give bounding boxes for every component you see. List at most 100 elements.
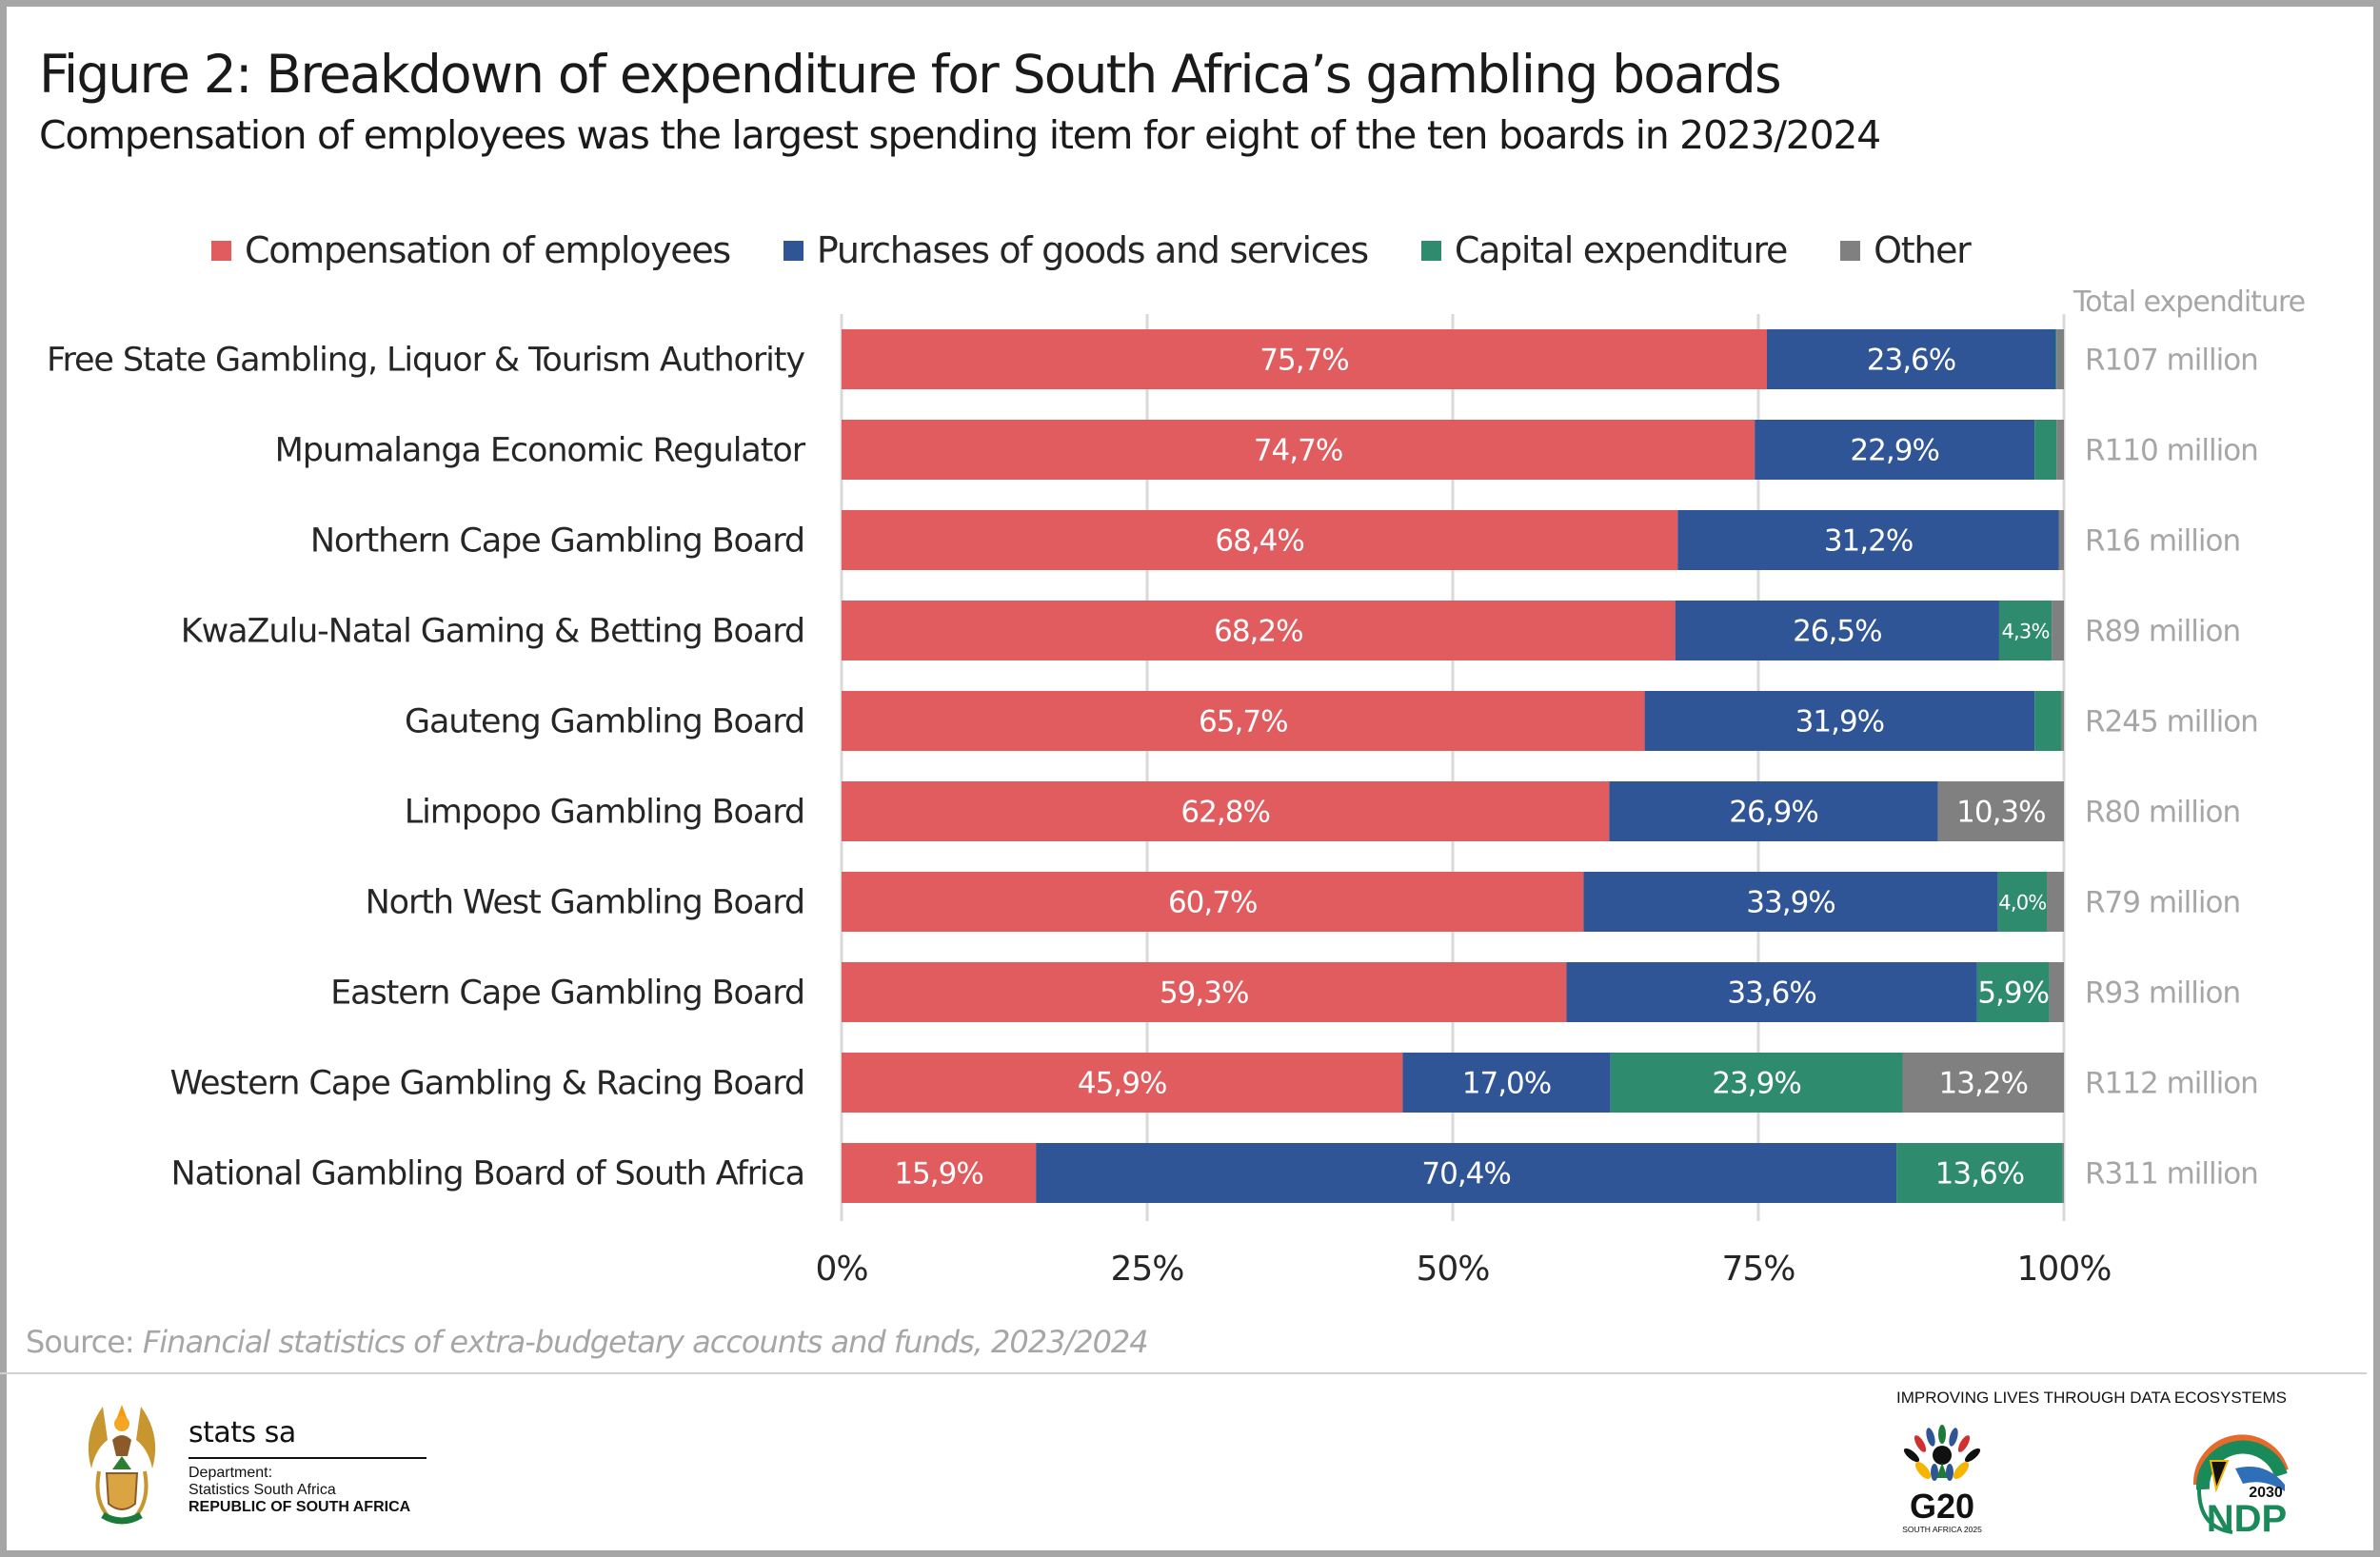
data-label: 10,3%	[1956, 796, 2045, 830]
legend-swatch-capital	[1420, 240, 1441, 261]
bar-segment-compensation	[842, 601, 1676, 660]
total-expenditure-header: Total expenditure	[2073, 286, 2306, 319]
bar-segment-purchases	[1609, 781, 1938, 841]
total-label: R89 million	[2085, 615, 2240, 649]
bar-segment-other	[2058, 510, 2064, 570]
x-tick-label: 0%	[815, 1250, 867, 1289]
chart-title: Figure 2: Breakdown of expenditure for S…	[39, 44, 1782, 105]
bar-segment-other	[2062, 1143, 2064, 1203]
data-label: 33,9%	[1746, 886, 1835, 920]
statssa-rule	[188, 1457, 426, 1459]
bar-segment-capital	[1998, 601, 2053, 660]
bar-segment-purchases	[1402, 1053, 1611, 1113]
x-tick-label: 50%	[1416, 1250, 1489, 1289]
total-label: R93 million	[2085, 976, 2240, 1011]
statssa-country: REPUBLIC OF SOUTH AFRICA	[188, 1499, 411, 1515]
data-label: 65,7%	[1199, 705, 1287, 739]
statssa-dept-line2: Statistics South Africa	[188, 1482, 336, 1498]
bar-segment-other	[2047, 872, 2064, 932]
bar-segment-capital	[2034, 691, 2062, 751]
data-label: 33,6%	[1727, 976, 1815, 1011]
legend-swatch-purchases	[783, 240, 803, 261]
data-label: 59,3%	[1160, 976, 1248, 1011]
legend-swatch-compensation	[211, 240, 231, 261]
data-label: 15,9%	[894, 1157, 982, 1192]
coat-of-arms-logo	[88, 1405, 156, 1525]
bar-segment-compensation	[842, 1143, 1037, 1203]
category-label: Mpumalanga Economic Regulator	[275, 432, 806, 470]
bar-segment-purchases	[1583, 872, 1998, 932]
category-label: KwaZulu-Natal Gaming & Betting Board	[181, 613, 804, 651]
bar-segment-other	[2052, 601, 2064, 660]
ndp-text: NDP	[2207, 1498, 2287, 1537]
bar-segment-capital	[1976, 962, 2050, 1022]
footer-divider	[0, 1372, 2367, 1374]
category-labels: Free State Gambling, Liquor & Tourism Au…	[47, 342, 807, 1193]
bar-segment-compensation	[842, 872, 1584, 932]
bar-segment-compensation	[842, 510, 1678, 570]
total-label: R107 million	[2085, 344, 2258, 378]
bar-segment-capital	[1610, 1053, 1903, 1113]
data-label: 4,0%	[1998, 892, 2046, 915]
category-label: North West Gambling Board	[366, 884, 804, 922]
data-label: 26,9%	[1729, 796, 1817, 830]
total-label: R79 million	[2085, 886, 2240, 920]
category-label: Northern Cape Gambling Board	[310, 522, 804, 561]
statssa-department: Department: Statistics South Africa	[188, 1465, 336, 1499]
data-label: 5,9%	[1977, 976, 2049, 1011]
data-label: 17,0%	[1462, 1067, 1551, 1101]
total-label: R245 million	[2085, 705, 2258, 739]
bar-segment-purchases	[1755, 420, 2035, 480]
total-label: R311 million	[2085, 1157, 2258, 1192]
source-text: Financial statistics of extra-budgetary …	[142, 1324, 1149, 1360]
statssa-wordmark: stats sa	[188, 1416, 296, 1449]
legend-item-capital: Capital expenditure	[1420, 229, 1789, 271]
data-label: 4,3%	[2001, 621, 2049, 643]
legend-item-other: Other	[1840, 229, 1972, 271]
ndp-year: 2030	[2249, 1485, 2283, 1501]
data-label: 68,4%	[1215, 524, 1303, 559]
data-label: 26,5%	[1793, 615, 1881, 649]
bar-segment-other	[2061, 691, 2064, 751]
bar-segment-other	[1937, 781, 2064, 841]
g20-text: G20	[1910, 1487, 1974, 1526]
category-label: Gauteng Gambling Board	[405, 703, 804, 741]
bar-segment-capital	[1997, 872, 2048, 932]
category-label: Western Cape Gambling & Racing Board	[170, 1065, 804, 1103]
legend-label: Compensation of employees	[245, 229, 731, 271]
figure-frame	[7, 7, 2373, 1550]
bar-segment-compensation	[842, 691, 1645, 751]
bar-segment-capital	[1896, 1143, 2063, 1203]
bar-segment-compensation	[842, 962, 1567, 1022]
category-label: Free State Gambling, Liquor & Tourism Au…	[47, 342, 804, 380]
bar-segment-other	[2056, 329, 2064, 389]
category-label: National Gambling Board of South Africa	[171, 1155, 804, 1193]
category-label: Eastern Cape Gambling Board	[330, 975, 804, 1013]
bar-segment-purchases	[1675, 601, 1999, 660]
legend-item-compensation: Compensation of employees	[211, 229, 731, 271]
footer-tagline: IMPROVING LIVES THROUGH DATA ECOSYSTEMS	[1896, 1389, 2287, 1407]
data-label: 60,7%	[1168, 886, 1257, 920]
legend-label: Capital expenditure	[1454, 229, 1789, 271]
chart-legend: Compensation of employees Purchases of g…	[211, 227, 2024, 274]
bar-segment-compensation	[842, 781, 1610, 841]
legend-label: Other	[1874, 229, 1972, 271]
bar-segment-purchases	[1766, 329, 2056, 389]
category-label: Limpopo Gambling Board	[405, 794, 804, 832]
data-label: 62,8%	[1180, 796, 1269, 830]
data-label: 23,6%	[1867, 344, 1955, 378]
data-label: 75,7%	[1259, 344, 1348, 378]
source-prefix: Source:	[26, 1324, 143, 1360]
data-label: 22,9%	[1850, 434, 1938, 468]
bar-segment-other	[2049, 962, 2064, 1022]
g20-logo: G20 SOUTH AFRICA 2025	[1902, 1425, 1982, 1534]
x-tick-label: 25%	[1110, 1250, 1183, 1289]
data-label: 31,9%	[1795, 705, 1884, 739]
data-label: 68,2%	[1214, 615, 1302, 649]
bar-segment-purchases	[1677, 510, 2059, 570]
data-label: 45,9%	[1078, 1067, 1166, 1101]
statssa-dept-line1: Department:	[188, 1465, 273, 1481]
total-label: R112 million	[2085, 1067, 2258, 1101]
data-label: 31,2%	[1824, 524, 1913, 559]
legend-label: Purchases of goods and services	[816, 229, 1369, 271]
